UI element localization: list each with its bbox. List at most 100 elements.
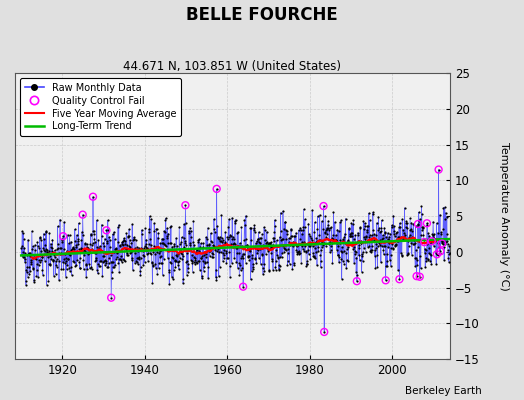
Point bbox=[49, 256, 57, 263]
Point bbox=[92, 254, 100, 261]
Point bbox=[345, 225, 354, 232]
Point bbox=[179, 276, 188, 282]
Point bbox=[112, 245, 120, 251]
Point bbox=[139, 262, 147, 268]
Point bbox=[341, 240, 350, 246]
Point bbox=[209, 242, 217, 248]
Point bbox=[48, 248, 56, 254]
Point bbox=[404, 250, 412, 256]
Point bbox=[176, 246, 184, 252]
Point bbox=[331, 237, 340, 243]
Point bbox=[105, 255, 114, 261]
Point bbox=[198, 273, 206, 280]
Point bbox=[365, 242, 374, 249]
Point bbox=[187, 234, 195, 240]
Point bbox=[106, 244, 114, 250]
Point bbox=[194, 257, 203, 264]
Point bbox=[245, 253, 253, 259]
Point bbox=[139, 248, 147, 254]
Point bbox=[377, 259, 385, 266]
Point bbox=[19, 230, 27, 236]
Point bbox=[59, 233, 67, 239]
Point bbox=[29, 252, 38, 258]
Point bbox=[283, 258, 292, 264]
Point bbox=[353, 272, 362, 279]
Point bbox=[275, 266, 283, 272]
Point bbox=[161, 215, 170, 222]
Point bbox=[224, 234, 233, 240]
Point bbox=[19, 254, 27, 260]
Point bbox=[17, 252, 26, 258]
Point bbox=[92, 250, 101, 256]
Point bbox=[262, 240, 270, 246]
Point bbox=[107, 294, 115, 301]
Point bbox=[249, 264, 258, 270]
Point bbox=[264, 240, 272, 247]
Point bbox=[157, 260, 165, 266]
Point bbox=[123, 249, 132, 256]
Point bbox=[427, 238, 435, 244]
Point bbox=[302, 248, 310, 254]
Point bbox=[83, 266, 92, 272]
Point bbox=[276, 210, 285, 216]
Point bbox=[411, 223, 420, 230]
Point bbox=[95, 262, 104, 269]
Point bbox=[224, 236, 232, 242]
Point bbox=[85, 249, 93, 255]
Point bbox=[236, 262, 245, 268]
Point bbox=[118, 239, 126, 246]
Point bbox=[110, 264, 118, 270]
Text: Berkeley Earth: Berkeley Earth bbox=[406, 386, 482, 396]
Point bbox=[212, 266, 220, 273]
Point bbox=[102, 258, 110, 264]
Point bbox=[137, 245, 146, 252]
Point bbox=[286, 233, 294, 240]
Point bbox=[373, 264, 381, 270]
Point bbox=[230, 236, 238, 242]
Point bbox=[233, 250, 241, 256]
Point bbox=[26, 250, 35, 256]
Point bbox=[380, 229, 389, 235]
Point bbox=[257, 244, 266, 251]
Point bbox=[311, 244, 319, 251]
Point bbox=[324, 221, 332, 228]
Point bbox=[193, 257, 202, 264]
Point bbox=[196, 254, 205, 261]
Point bbox=[290, 233, 299, 240]
Point bbox=[323, 224, 332, 231]
Point bbox=[412, 273, 421, 279]
Point bbox=[347, 230, 355, 236]
Point bbox=[107, 274, 116, 281]
Point bbox=[118, 238, 127, 244]
Point bbox=[254, 247, 263, 254]
Point bbox=[166, 240, 174, 246]
Point bbox=[302, 263, 311, 269]
Point bbox=[272, 237, 281, 244]
Point bbox=[181, 240, 189, 246]
Point bbox=[422, 241, 431, 248]
Point bbox=[248, 252, 257, 258]
Point bbox=[398, 252, 406, 258]
Point bbox=[284, 250, 292, 257]
Point bbox=[233, 230, 242, 236]
Point bbox=[289, 260, 298, 266]
Point bbox=[311, 254, 320, 261]
Point bbox=[80, 247, 88, 254]
Point bbox=[136, 272, 145, 279]
Point bbox=[325, 240, 333, 247]
Point bbox=[42, 281, 51, 288]
Point bbox=[20, 244, 28, 251]
Point bbox=[405, 236, 413, 242]
Point bbox=[307, 240, 315, 247]
Point bbox=[416, 252, 424, 259]
Point bbox=[265, 266, 273, 273]
Point bbox=[252, 240, 260, 246]
Point bbox=[167, 240, 175, 246]
Point bbox=[405, 234, 413, 240]
Point bbox=[440, 244, 449, 251]
Point bbox=[31, 246, 39, 253]
Point bbox=[334, 242, 342, 249]
Point bbox=[132, 258, 140, 264]
Point bbox=[315, 212, 324, 218]
Point bbox=[195, 266, 204, 273]
